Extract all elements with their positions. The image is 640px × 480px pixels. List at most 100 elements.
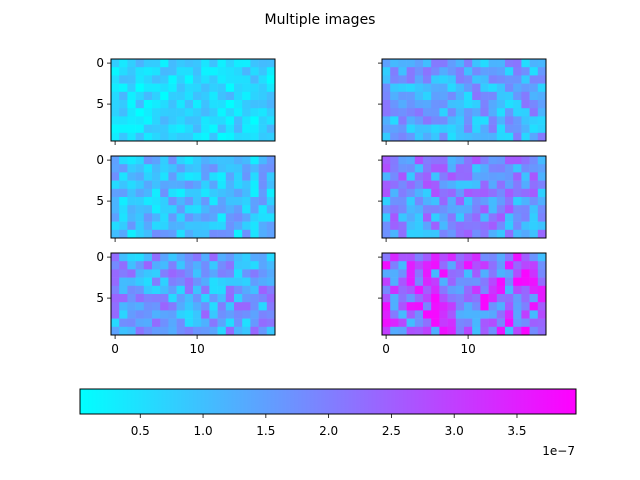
- image-pixel: [184, 294, 194, 303]
- image-pixel: [439, 108, 448, 117]
- image-pixel: [111, 59, 120, 68]
- image-pixel: [193, 67, 202, 76]
- image-pixel: [472, 221, 481, 231]
- image-pixel: [414, 213, 424, 222]
- image-pixel: [119, 318, 128, 328]
- image-pixel: [184, 261, 194, 270]
- image-pixel: [406, 156, 416, 165]
- image-pixel: [258, 91, 268, 101]
- image-pixel: [176, 91, 186, 101]
- image-pixel: [266, 116, 276, 125]
- image-pixel: [472, 164, 481, 173]
- image-pixel: [258, 197, 268, 206]
- image-pixel: [184, 188, 194, 198]
- image-pixel: [119, 294, 128, 303]
- image-pixel: [242, 67, 251, 76]
- y-tick-label: 5: [96, 194, 104, 208]
- image-pixel: [143, 205, 153, 214]
- image-pixel: [234, 172, 243, 181]
- image-pixel: [472, 302, 481, 311]
- image-pixel: [390, 269, 399, 278]
- image-pixel: [390, 318, 399, 328]
- image-pixel: [423, 83, 432, 93]
- image-pixel: [537, 294, 547, 303]
- image-pixel: [423, 180, 432, 190]
- image-pixel: [127, 221, 136, 231]
- image-pixel: [135, 205, 145, 214]
- image-pixel: [496, 59, 506, 68]
- image-pixel: [447, 188, 457, 198]
- image-pixel: [529, 75, 539, 84]
- image-pixel: [505, 108, 514, 117]
- image-pixel: [513, 116, 522, 125]
- image-pixel: [111, 285, 120, 295]
- image-pixel: [250, 164, 259, 173]
- image-pixel: [209, 156, 218, 165]
- image-pixel: [414, 156, 424, 165]
- image-pixel: [488, 253, 498, 262]
- image-pixel: [258, 277, 268, 287]
- image-pixel: [414, 116, 424, 125]
- image-pixel: [398, 277, 407, 287]
- image-pixel: [217, 91, 227, 101]
- image-pixel: [209, 294, 218, 303]
- image-pixel: [258, 253, 268, 262]
- image-pixel: [135, 269, 145, 278]
- image-pixel: [398, 67, 407, 76]
- image-pixel: [234, 188, 243, 198]
- image-pixel: [266, 326, 276, 336]
- image-pixel: [119, 310, 128, 319]
- image-pixel: [447, 180, 457, 190]
- image-pixel: [135, 213, 145, 222]
- image-pixel: [217, 294, 227, 303]
- image-pixel: [201, 172, 210, 181]
- image-pixel: [382, 326, 391, 336]
- image-pixel: [250, 205, 259, 214]
- image-pixel: [168, 116, 177, 125]
- image-pixel: [111, 124, 120, 134]
- image-pixel: [176, 197, 186, 206]
- image-pixel: [258, 164, 268, 173]
- image-pixel: [472, 310, 481, 319]
- image-pixel: [176, 294, 186, 303]
- image-pixel: [439, 302, 448, 311]
- image-pixel: [217, 302, 227, 311]
- image-pixel: [184, 83, 194, 93]
- image-pixel: [390, 294, 399, 303]
- image-pixel: [143, 108, 153, 117]
- image-pixel: [201, 213, 210, 222]
- image-pixel: [480, 116, 489, 125]
- image-pixel: [176, 180, 186, 190]
- image-pixel: [390, 108, 399, 117]
- image-pixel: [258, 124, 268, 134]
- image-pixel: [505, 197, 514, 206]
- image-pixel: [184, 277, 194, 287]
- image-pixel: [217, 180, 227, 190]
- image-pixel: [119, 67, 128, 76]
- image-pixel: [201, 310, 210, 319]
- image-pixel: [472, 100, 481, 109]
- image-pixel: [201, 188, 210, 198]
- image-pixel: [201, 285, 210, 295]
- image-pixel: [266, 197, 276, 206]
- image-pixel: [398, 172, 407, 181]
- image-pixel: [406, 197, 416, 206]
- image-pixel: [193, 310, 202, 319]
- image-pixel: [242, 310, 251, 319]
- image-pixel: [455, 156, 465, 165]
- image-pixel: [225, 197, 235, 206]
- image-pixel: [472, 172, 481, 181]
- image-pixel: [472, 116, 481, 125]
- image-pixel: [513, 100, 522, 109]
- image-pixel: [176, 83, 186, 93]
- image-pixel: [160, 261, 169, 270]
- image-pixel: [406, 91, 416, 101]
- image-pixel: [390, 116, 399, 125]
- image-pixel: [529, 132, 539, 142]
- image-pixel: [406, 172, 416, 181]
- image-pixel: [513, 132, 522, 142]
- image-pixel: [119, 221, 128, 231]
- image-pixel: [431, 294, 440, 303]
- image-pixel: [193, 277, 202, 287]
- image-pixel: [176, 188, 186, 198]
